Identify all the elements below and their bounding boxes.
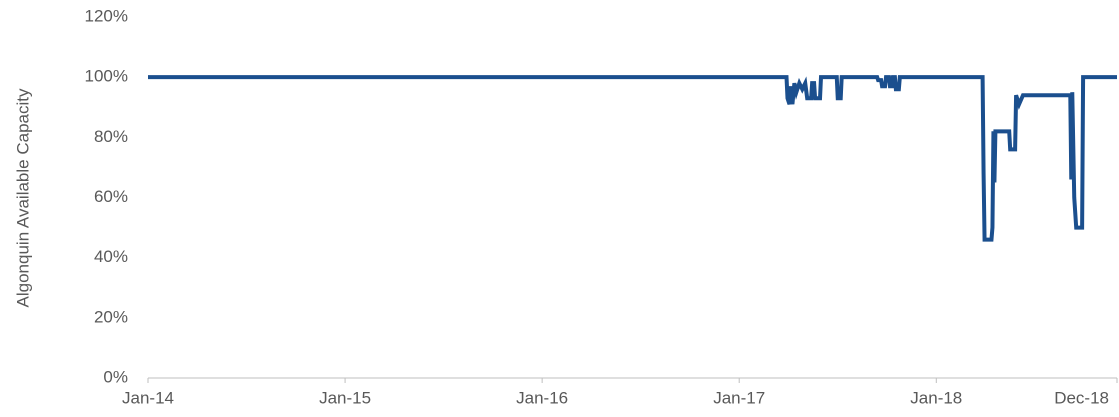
x-tick-label: Jan-18 bbox=[910, 388, 962, 407]
y-tick-label: 60% bbox=[94, 187, 128, 206]
x-tick-label: Jan-15 bbox=[319, 388, 371, 407]
x-tick-label: Jan-14 bbox=[122, 388, 174, 407]
y-tick-label: 120% bbox=[85, 6, 128, 25]
y-tick-label: 40% bbox=[94, 247, 128, 266]
y-tick-label: 0% bbox=[103, 367, 128, 386]
y-axis-label: Algonquin Available Capacity bbox=[13, 88, 32, 307]
x-tick-label: Jan-16 bbox=[516, 388, 568, 407]
y-tick-label: 80% bbox=[94, 127, 128, 146]
x-tick-label: Jan-17 bbox=[713, 388, 765, 407]
y-tick-label: 100% bbox=[85, 67, 128, 86]
y-tick-label: 20% bbox=[94, 307, 128, 326]
x-tick-label: Dec-18 bbox=[1054, 388, 1109, 407]
data-line bbox=[148, 75, 1117, 242]
